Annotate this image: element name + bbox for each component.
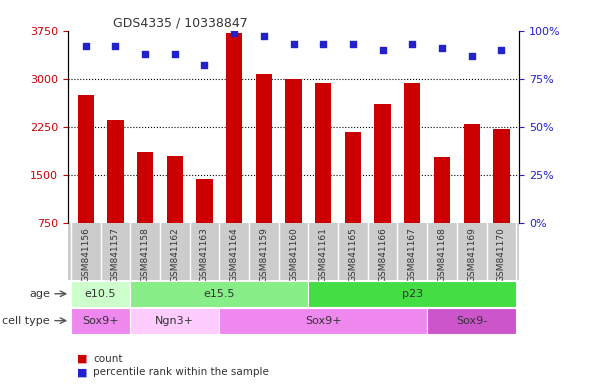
Text: Ngn3+: Ngn3+ (155, 316, 194, 326)
Bar (166, 156, 183, 223)
Text: GSM841156: GSM841156 (81, 227, 90, 282)
Bar (464, 124, 480, 223)
Text: GSM841165: GSM841165 (349, 227, 358, 282)
Bar (286, 79, 301, 223)
Bar (493, 129, 510, 223)
Bar (309, 281, 516, 307)
Text: p23: p23 (402, 289, 423, 299)
Bar (196, 179, 212, 223)
Bar (137, 152, 153, 223)
Point (348, 41, 358, 47)
Point (230, 30, 239, 36)
Bar (77, 95, 94, 223)
Bar (404, 83, 421, 223)
Text: GSM841159: GSM841159 (260, 227, 268, 282)
Text: GSM841160: GSM841160 (289, 227, 298, 282)
Bar (130, 281, 309, 307)
Point (467, 53, 476, 59)
Text: GSM841162: GSM841162 (171, 227, 179, 282)
Text: GSM841168: GSM841168 (438, 227, 447, 282)
Text: GDS4335 / 10338847: GDS4335 / 10338847 (113, 17, 248, 30)
Text: cell type: cell type (2, 316, 50, 326)
Text: GSM841166: GSM841166 (378, 227, 387, 282)
Text: GSM841167: GSM841167 (408, 227, 417, 282)
Bar (427, 308, 516, 334)
Text: Sox9+: Sox9+ (82, 316, 119, 326)
Text: GSM841161: GSM841161 (319, 227, 327, 282)
Text: GSM841170: GSM841170 (497, 227, 506, 282)
Point (200, 62, 209, 68)
Point (289, 41, 299, 47)
Bar (226, 33, 242, 223)
Bar (375, 104, 391, 223)
Text: e15.5: e15.5 (204, 289, 235, 299)
Point (437, 45, 447, 51)
Bar (130, 308, 219, 334)
Text: GSM841158: GSM841158 (140, 227, 149, 282)
Bar (71, 308, 130, 334)
Bar (434, 157, 450, 223)
Point (81, 43, 90, 49)
Bar (345, 132, 361, 223)
Text: Sox9+: Sox9+ (305, 316, 342, 326)
Text: GSM841164: GSM841164 (230, 227, 238, 282)
Bar (315, 83, 332, 223)
Point (111, 43, 120, 49)
Point (319, 41, 328, 47)
Point (378, 47, 387, 53)
Point (497, 47, 506, 53)
Text: age: age (29, 289, 50, 299)
Point (259, 33, 268, 40)
Point (170, 51, 179, 57)
Text: GSM841157: GSM841157 (111, 227, 120, 282)
Text: ■: ■ (77, 367, 87, 377)
Text: Sox9-: Sox9- (456, 316, 487, 326)
Text: count: count (93, 354, 123, 364)
Bar (71, 281, 130, 307)
Bar (107, 120, 123, 223)
Bar (255, 74, 272, 223)
Text: ■: ■ (77, 354, 87, 364)
Point (408, 41, 417, 47)
Point (140, 51, 150, 57)
Text: GSM841163: GSM841163 (200, 227, 209, 282)
Text: e10.5: e10.5 (85, 289, 116, 299)
Bar (219, 308, 427, 334)
Text: GSM841169: GSM841169 (467, 227, 476, 282)
Text: percentile rank within the sample: percentile rank within the sample (93, 367, 269, 377)
